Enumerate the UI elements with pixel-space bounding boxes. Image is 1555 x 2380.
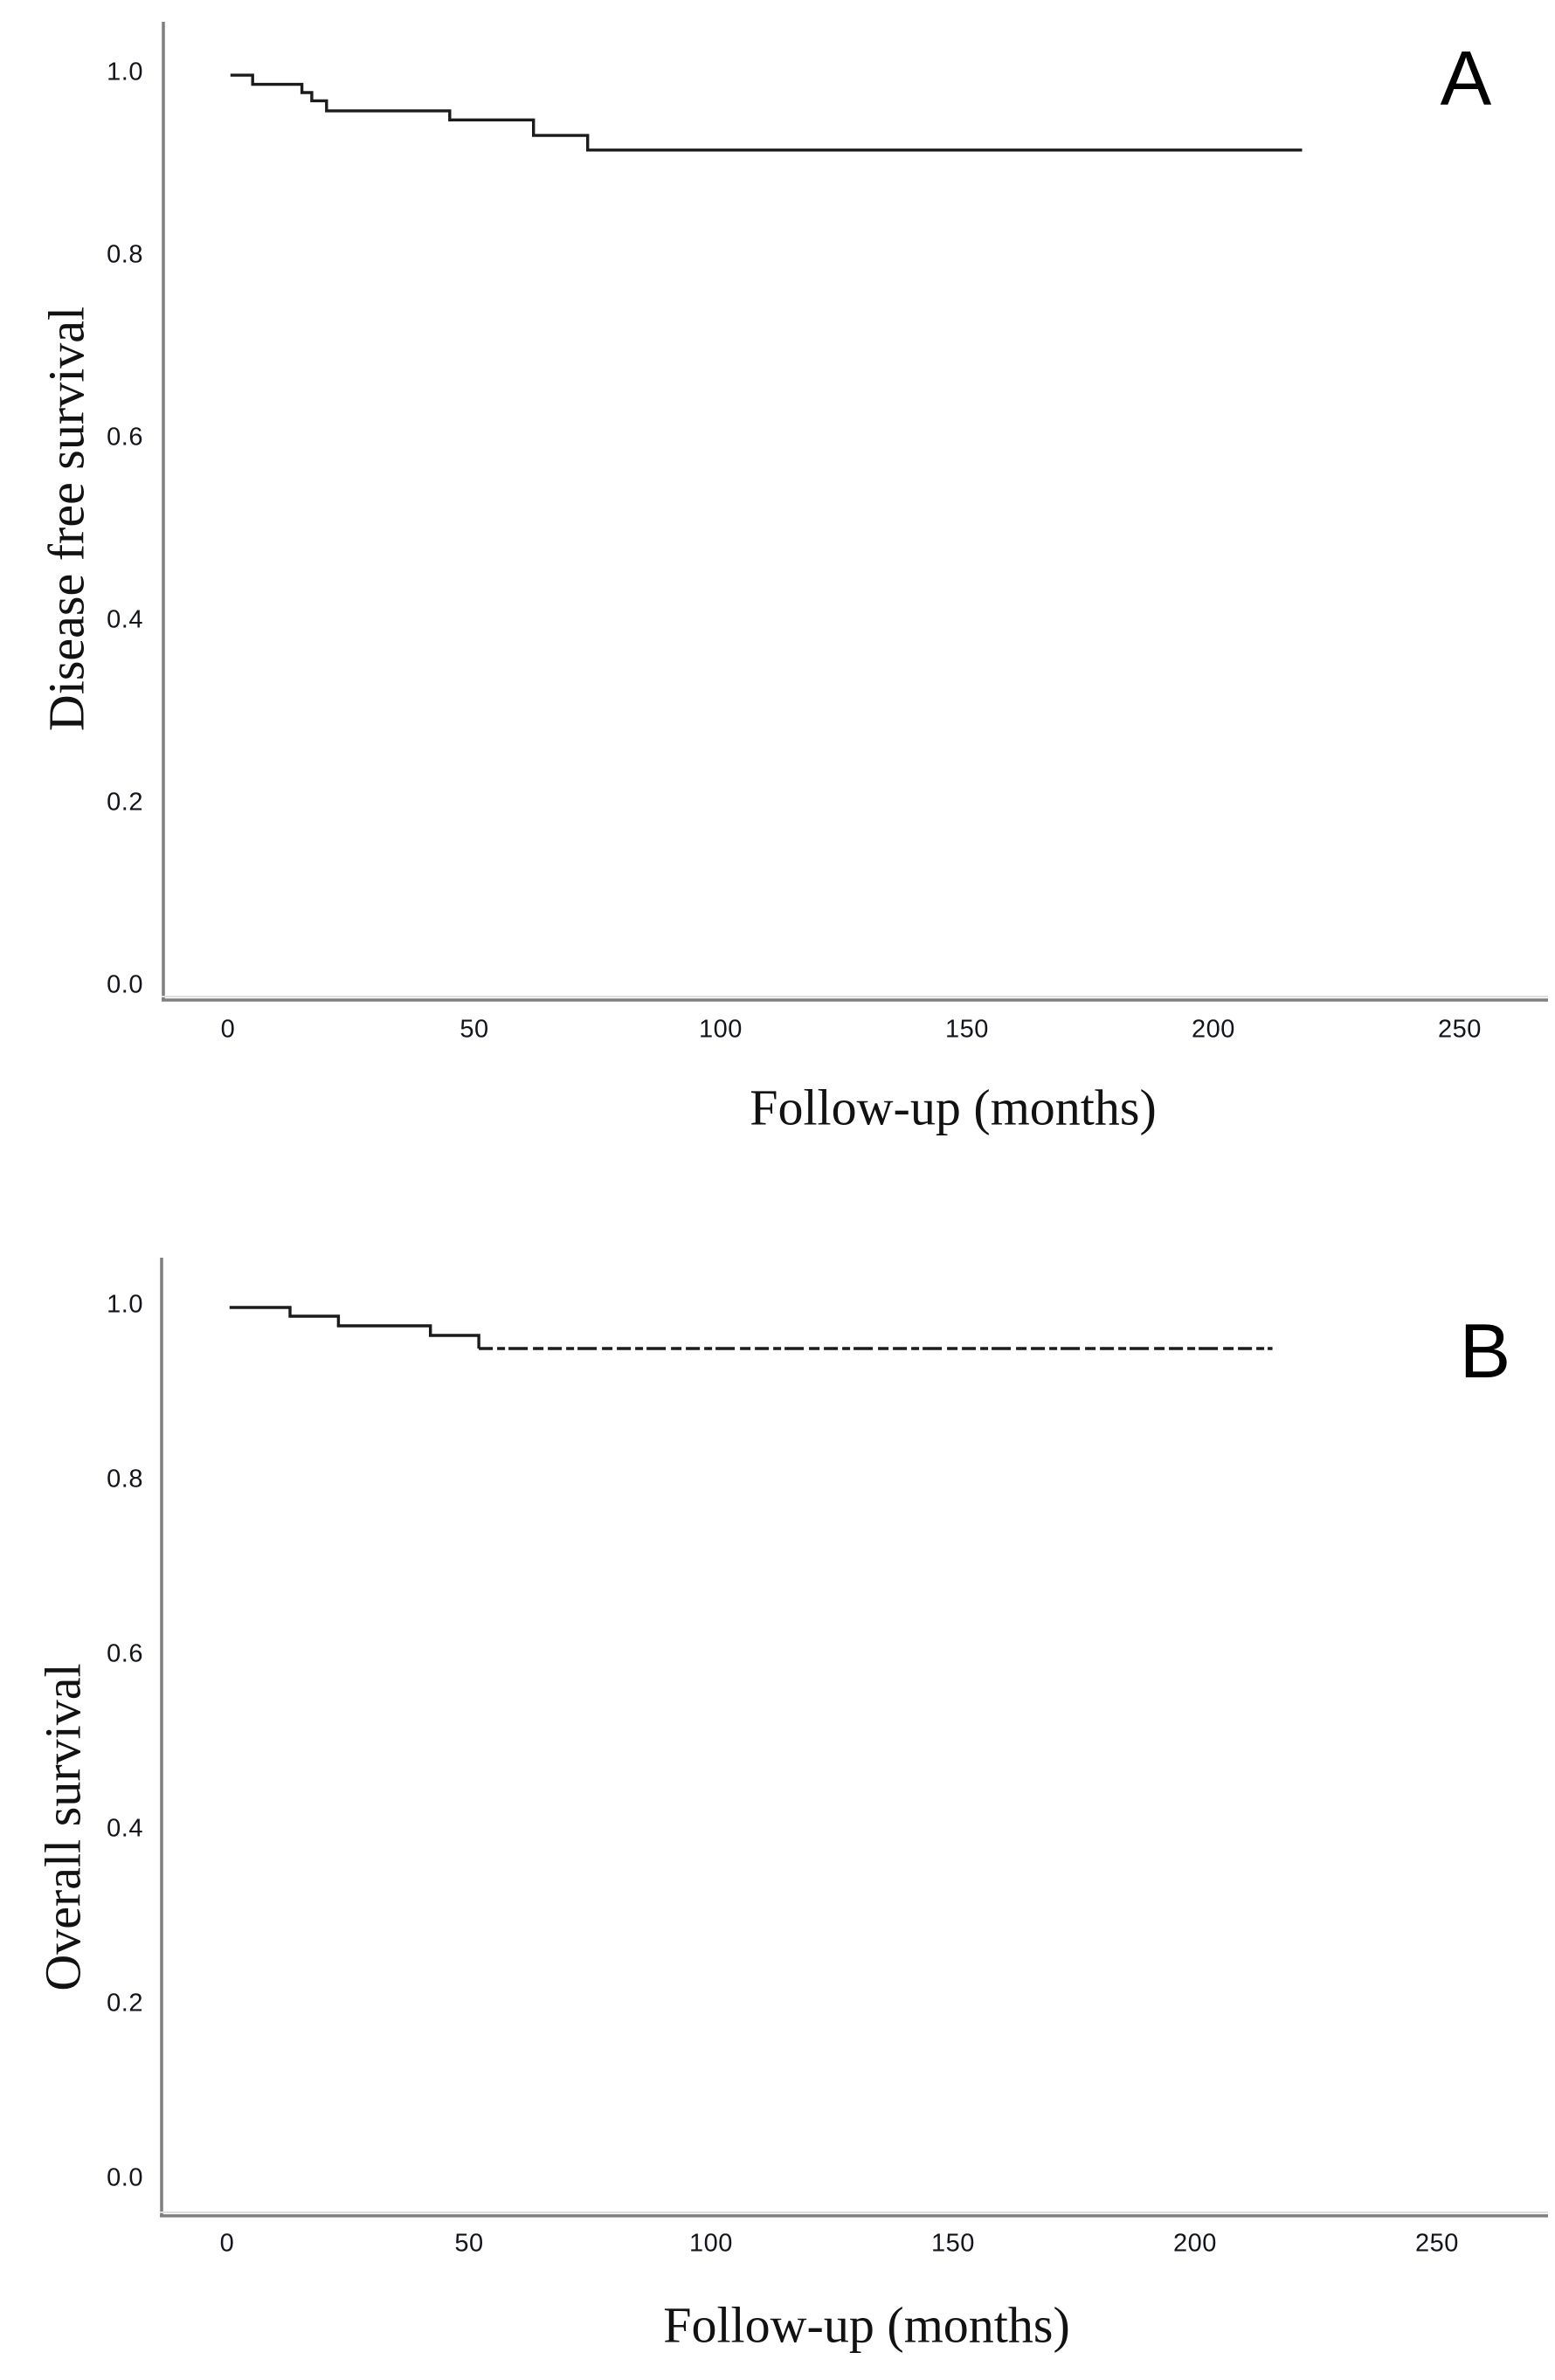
panel-a-xtick-0: 0 — [220, 1015, 236, 1044]
panel-b-ytick-0.6: 0.6 — [107, 1639, 143, 1668]
panel-a-y-axis-title: Disease free survival — [38, 306, 95, 732]
panel-a-xtick-50: 50 — [460, 1015, 489, 1044]
panel-a-ytick-0.6: 0.6 — [107, 423, 143, 452]
panel-a-xtick-100: 100 — [699, 1015, 743, 1044]
panel-a-x-axis-title: Follow-up (months) — [750, 1079, 1157, 1136]
panel-b-xtick-250: 250 — [1415, 2229, 1459, 2258]
panel-a-ytick-1.0: 1.0 — [107, 58, 143, 86]
panel-b-ytick-0.0: 0.0 — [107, 2163, 143, 2192]
panel-a-label: A — [1440, 35, 1492, 121]
panel-b-xtick-150: 150 — [931, 2229, 975, 2258]
panel-b-label: B — [1459, 1307, 1511, 1394]
panel-b-ytick-0.2: 0.2 — [107, 1989, 143, 2018]
panel-b-ytick-1.0: 1.0 — [107, 1290, 143, 1319]
panel-b-xtick-0: 0 — [219, 2229, 235, 2258]
panel-b-xtick-50: 50 — [454, 2229, 484, 2258]
panel-b-x-axis-title: Follow-up (months) — [663, 2296, 1070, 2354]
panel-b-y-axis-title: Overall survival — [34, 1663, 92, 1991]
panel-a-xtick-250: 250 — [1438, 1015, 1482, 1044]
panel-a-ytick-0.0: 0.0 — [107, 970, 143, 999]
panel-b-ytick-0.4: 0.4 — [107, 1814, 143, 1843]
panel-b-km-curve — [229, 1306, 480, 1349]
panel-a-ytick-0.2: 0.2 — [107, 788, 143, 817]
panel-a-xtick-150: 150 — [945, 1015, 989, 1044]
panel-a-xtick-200: 200 — [1192, 1015, 1235, 1044]
panel-a-ytick-0.4: 0.4 — [107, 605, 143, 634]
panel-a-ytick-0.8: 0.8 — [107, 240, 143, 269]
panel-b-xtick-200: 200 — [1173, 2229, 1217, 2258]
panel-a-km-curve — [230, 73, 1303, 152]
panel-b-xtick-100: 100 — [689, 2229, 733, 2258]
panel-b-ytick-0.8: 0.8 — [107, 1465, 143, 1494]
